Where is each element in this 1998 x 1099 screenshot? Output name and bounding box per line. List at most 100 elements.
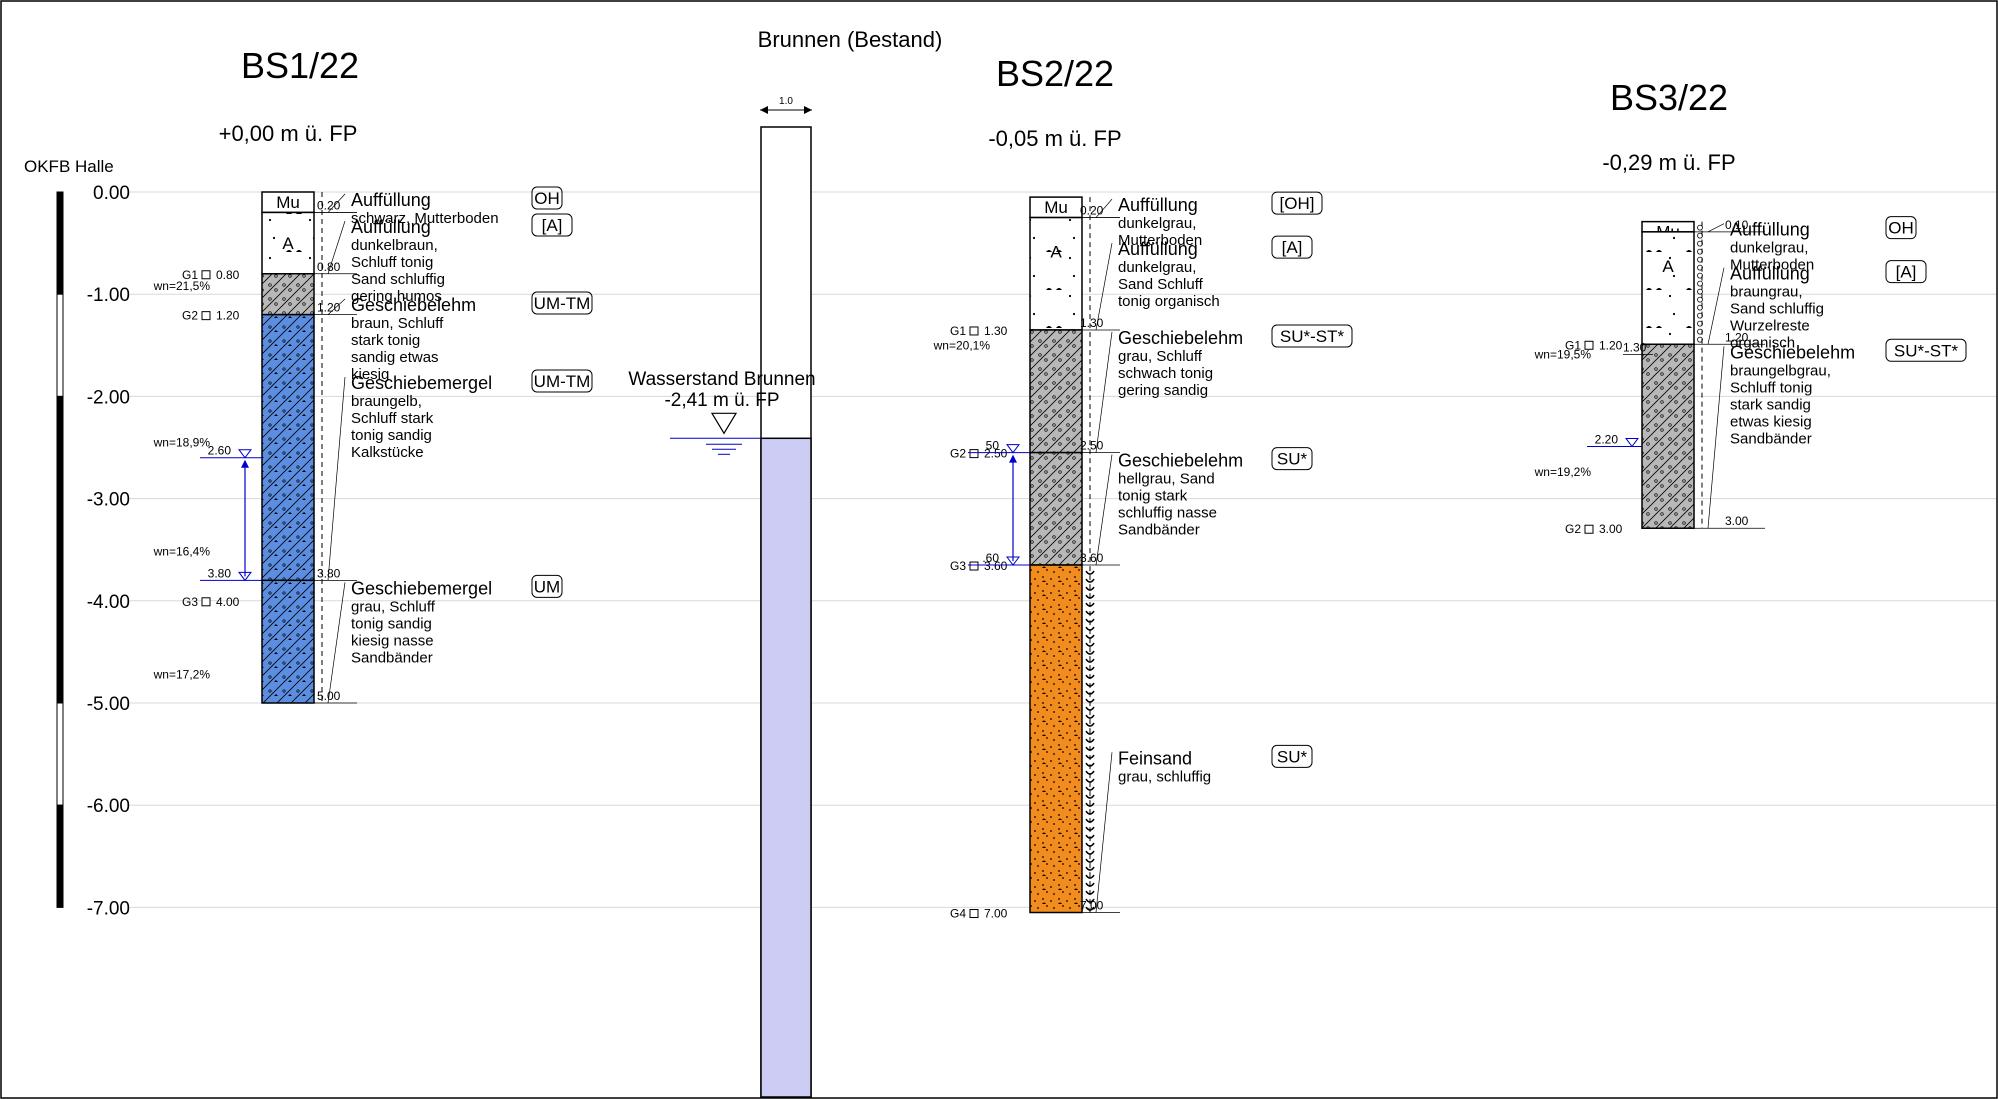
layer-depth-label: 3.60 [1080,551,1104,565]
sand-side-symbol [1085,602,1095,607]
scale-bar-segment [56,191,64,295]
depth-scale: OKFB Halle 0.00 -1.00 -2.00 -3.00 -4.00 -5.00 -… [24,157,130,919]
sample-marker [201,597,211,607]
layer-description: Sandbänder [351,649,433,666]
sample-marker [201,311,211,321]
layer-description: braun, Schluff [351,315,444,332]
layer-description: Schluff tonig [351,254,433,271]
groundwater-triangle [1006,444,1020,454]
layer-name: Feinsand [1118,748,1192,768]
layer-description: tonig stark [1118,488,1188,505]
soil-class-box [1885,216,1917,240]
layer-code: Mu [1044,198,1068,217]
sand-side-symbol [1085,658,1095,663]
sand-side-symbol [1085,746,1095,751]
soil-class-box [531,213,573,237]
layer-name: Auffüllung [1118,195,1198,215]
sand-side-symbol [1085,626,1095,631]
layer-lehm [261,313,315,582]
groundwater-depth: 2.20 [1595,432,1619,446]
well-column: Brunnen (Bestand) 1.0 Wasserstand Brunnen-… [628,27,943,1098]
sand-side-symbol [1085,610,1095,615]
borehole-elevation: -0,05 m ü. FP [988,126,1121,151]
root-symbol [1697,272,1703,279]
sand-side-symbol [1085,690,1095,695]
layer-depth-label: 0.80 [317,260,341,274]
soil-class-box [1271,324,1353,348]
layer-description: organisch [1730,335,1795,352]
layer-description: braungelb, [351,393,422,410]
sample-depth: 1.20 [216,309,240,323]
water-content-label: wn=18,9% [153,435,211,449]
layer-description: tonig organisch [1118,293,1220,310]
root-symbol [1697,320,1703,327]
water-content-label: wn=17,2% [153,667,211,681]
soil-class-label: SU*-ST* [1280,327,1345,346]
soil-class-box [1271,235,1313,259]
root-symbol [1697,312,1703,319]
borehole-title: BS2/22 [996,53,1114,94]
sand-side-symbol [1085,834,1095,839]
borehole-elevation: -0,29 m ü. FP [1602,150,1735,175]
groundwater-depth: 50 [986,439,1000,453]
layer-description: braungelbgrau, [1730,362,1831,379]
layer-name: Geschiebelehm [1118,451,1243,471]
soil-class-label: UM-TM [534,372,591,391]
layer-fill [1029,216,1083,331]
borehole-bs1: BS1/22 +0,00 m ü. FP Mu 0.20 Auffüllungschwa… [153,45,593,704]
sand-side-symbol [1085,810,1095,815]
layer-description: schluffig nasse [1118,505,1217,522]
sample-depth: 3.60 [984,559,1008,573]
borehole-title: BS1/22 [241,45,359,86]
sand-side-symbol [1085,802,1095,807]
layer-description: Sand schluffig [351,271,445,288]
sand-side-symbol [1085,642,1095,647]
groundwater-arrowhead [1009,454,1017,463]
sample-marker [969,909,979,919]
sand-side-symbol [1085,674,1095,679]
soil-class-box [1271,191,1323,215]
sand-side-symbol [1085,882,1095,887]
well-diameter-label: 1.0 [779,96,793,107]
sand-side-symbol [1085,594,1095,599]
soil-class-box [531,186,563,210]
layer-connector [327,582,346,704]
sample-depth: 2.50 [984,447,1008,461]
scale-tick-label: -1.00 [87,285,130,306]
layer-connector [1095,752,1113,913]
soil-class-label: SU*-ST* [1894,341,1959,360]
sand-side-symbol [1085,730,1095,735]
layer-connector [327,298,346,315]
soil-class-box [531,369,593,393]
scale-bar-segment [56,395,64,500]
layer-description: Sandbänder [1730,430,1812,447]
layer-description: schwarz, Mutterboden [351,210,499,227]
water-content-label: wn=20,1% [933,338,991,352]
layer-description: Sand schluffig [1730,301,1824,318]
sample-label: G1 [950,324,966,338]
layer-description: sandig etwas [351,349,439,366]
layer-connector [1095,454,1113,566]
layer-connector [1095,198,1113,218]
sand-side-symbol [1085,858,1095,863]
layer-code: A [1050,243,1062,262]
well-title: Brunnen (Bestand) [758,27,943,52]
sand-side-symbol [1085,698,1095,703]
layer-name: Geschiebelehm [1730,342,1855,362]
sand-side-symbol [1085,682,1095,687]
root-symbol [1697,248,1703,255]
sample-marker [969,449,979,459]
layer-fill [261,211,315,275]
root-symbol [1697,280,1703,287]
layer-description: braungrau, [1730,284,1803,301]
groundwater-depth: 3.80 [208,566,232,580]
layer-description: kiesig [351,366,389,383]
sand-side-symbol [1085,570,1095,575]
scale-tick-label: -2.00 [87,387,130,408]
sample-depth: 1.30 [984,324,1008,338]
layer-connector [1707,267,1725,345]
scale-tick-label: -6.00 [87,796,130,817]
sample-depth: 3.00 [1599,522,1623,536]
layer-description: tonig sandig [351,615,432,632]
